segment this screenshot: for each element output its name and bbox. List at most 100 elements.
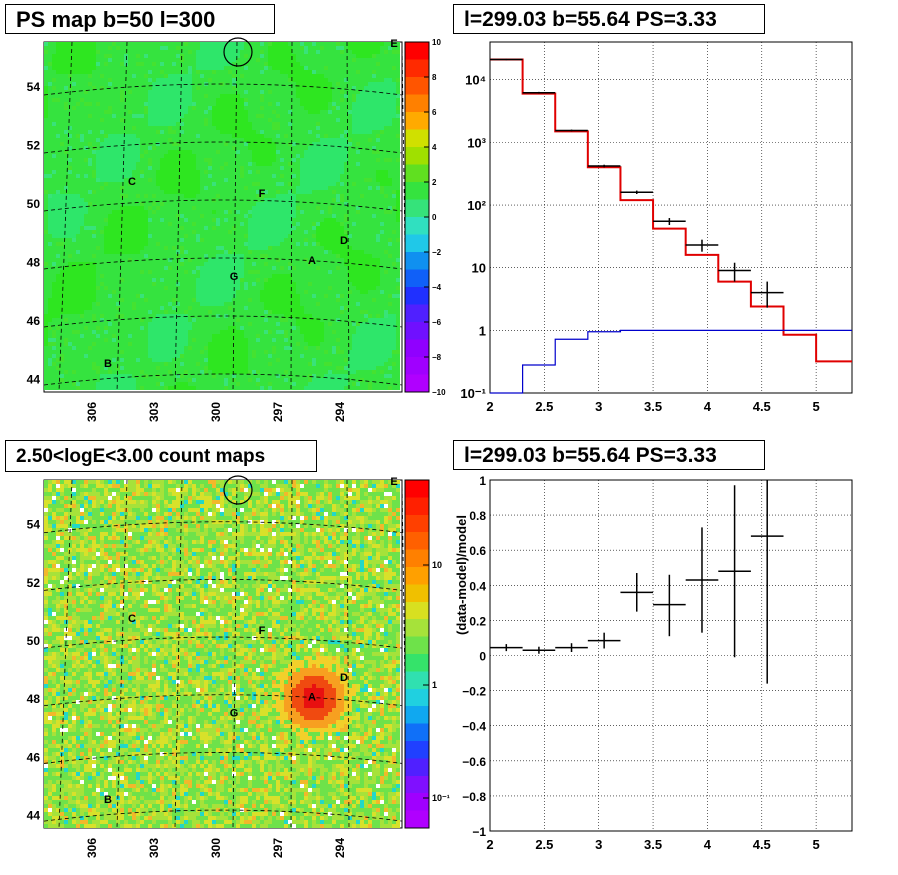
- map-pixel: [328, 242, 332, 246]
- map-pixel: [64, 230, 68, 234]
- map-pixel: [92, 198, 96, 202]
- map-pixel: [148, 138, 152, 142]
- map-pixel: [392, 66, 396, 70]
- map-pixel: [100, 262, 104, 266]
- map-pixel: [376, 162, 380, 166]
- map-pixel: [292, 166, 296, 170]
- map-pixel: [240, 42, 244, 46]
- map-pixel: [204, 214, 208, 218]
- map-pixel: [268, 58, 272, 62]
- map-pixel: [152, 214, 156, 218]
- map-pixel: [260, 102, 264, 106]
- map-pixel: [128, 78, 132, 82]
- map-pixel: [372, 46, 376, 50]
- map-pixel: [52, 170, 56, 174]
- map-pixel: [196, 186, 200, 190]
- map-pixel: [212, 134, 216, 138]
- map-pixel: [196, 150, 200, 154]
- map-pixel: [244, 210, 248, 214]
- map-pixel: [232, 218, 236, 222]
- map-pixel: [224, 154, 228, 158]
- map-pixel: [288, 106, 292, 110]
- map-pixel: [208, 182, 212, 186]
- map-pixel: [232, 222, 236, 226]
- map-pixel: [308, 118, 312, 122]
- map-pixel: [324, 130, 328, 134]
- map-pixel: [316, 86, 320, 90]
- map-pixel: [148, 242, 152, 246]
- map-pixel: [92, 214, 96, 218]
- map-pixel: [312, 74, 316, 78]
- map-pixel: [192, 190, 196, 194]
- map-pixel: [312, 190, 316, 194]
- map-pixel: [232, 162, 236, 166]
- map-pixel: [256, 66, 260, 70]
- map-pixel: [336, 66, 340, 70]
- map-pixel: [184, 142, 188, 146]
- map-pixel: [72, 238, 76, 242]
- map-pixel: [52, 126, 56, 130]
- map-pixel: [272, 210, 276, 214]
- map-pixel: [340, 230, 344, 234]
- map-pixel: [396, 86, 400, 90]
- map-pixel: [300, 102, 304, 106]
- map-pixel: [80, 90, 84, 94]
- map-pixel: [104, 258, 108, 262]
- map-pixel: [188, 78, 192, 82]
- map-pixel: [60, 118, 64, 122]
- map-pixel: [76, 90, 80, 94]
- map-pixel: [296, 194, 300, 198]
- map-pixel: [228, 142, 232, 146]
- map-pixel: [296, 178, 300, 182]
- map-pixel: [124, 74, 128, 78]
- map-pixel: [84, 174, 88, 178]
- map-pixel: [232, 106, 236, 110]
- map-pixel: [96, 98, 100, 102]
- map-pixel: [336, 150, 340, 154]
- map-pixel: [188, 158, 192, 162]
- map-pixel: [396, 142, 400, 146]
- map-pixel: [56, 162, 60, 166]
- map-pixel: [328, 50, 332, 54]
- map-pixel: [180, 158, 184, 162]
- map-pixel: [104, 42, 108, 46]
- map-pixel: [56, 206, 60, 210]
- map-pixel: [272, 82, 276, 86]
- map-pixel: [132, 86, 136, 90]
- map-pixel: [356, 262, 360, 266]
- map-pixel: [136, 74, 140, 78]
- map-pixel: [360, 86, 364, 90]
- map-pixel: [192, 202, 196, 206]
- map-pixel: [132, 118, 136, 122]
- map-pixel: [116, 98, 120, 102]
- map-pixel: [128, 210, 132, 214]
- map-pixel: [204, 146, 208, 150]
- map-pixel: [384, 90, 388, 94]
- map-pixel: [332, 90, 336, 94]
- map-pixel: [372, 202, 376, 206]
- map-pixel: [104, 118, 108, 122]
- map-pixel: [164, 110, 168, 114]
- map-pixel: [352, 106, 356, 110]
- map-pixel: [160, 110, 164, 114]
- map-pixel: [52, 174, 56, 178]
- map-pixel: [188, 86, 192, 90]
- map-pixel: [328, 94, 332, 98]
- map-pixel: [228, 238, 232, 242]
- map-pixel: [116, 138, 120, 142]
- map-pixel: [380, 150, 384, 154]
- map-pixel: [96, 54, 100, 58]
- map-pixel: [76, 162, 80, 166]
- map-pixel: [168, 162, 172, 166]
- map-pixel: [344, 66, 348, 70]
- map-pixel: [352, 118, 356, 122]
- map-pixel: [396, 90, 400, 94]
- map-pixel: [144, 162, 148, 166]
- map-pixel: [56, 178, 60, 182]
- map-pixel: [256, 262, 260, 266]
- map-pixel: [308, 246, 312, 250]
- map-pixel: [344, 178, 348, 182]
- map-pixel: [288, 78, 292, 82]
- map-pixel: [380, 178, 384, 182]
- map-pixel: [372, 74, 376, 78]
